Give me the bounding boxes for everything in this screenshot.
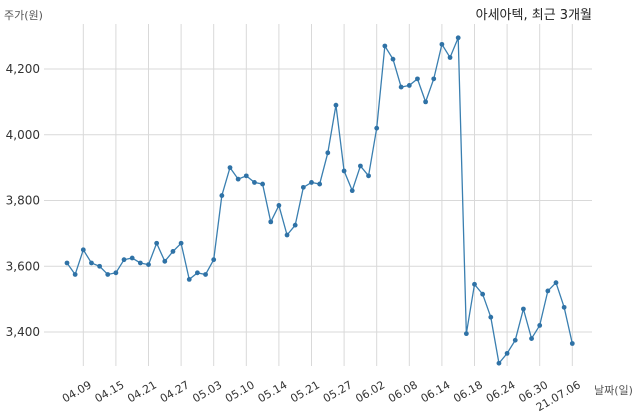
data-point <box>121 257 127 263</box>
axes: 3,400 3,600 3,800 4,000 4,200 04.0904.1504.21… <box>6 62 583 414</box>
data-point <box>137 260 143 266</box>
y-tick-label: 4,000 <box>6 128 40 142</box>
data-point <box>561 304 567 310</box>
data-point <box>529 336 534 341</box>
data-point <box>415 76 420 82</box>
data-point <box>512 337 518 343</box>
data-point <box>97 263 102 269</box>
data-point <box>463 331 469 337</box>
x-tick-label: 05.21 <box>288 378 322 405</box>
data-point <box>309 180 314 185</box>
grid <box>44 24 592 366</box>
data-point <box>154 240 160 246</box>
x-tick-label: 06.24 <box>484 378 518 405</box>
data-point <box>113 270 119 276</box>
data-point <box>300 184 306 190</box>
data-point <box>170 249 176 254</box>
data-point <box>243 173 249 179</box>
data-point <box>178 240 184 246</box>
x-tick-label: 06.14 <box>419 378 453 405</box>
data-point <box>211 257 217 263</box>
y-tick-label: 4,200 <box>6 62 40 76</box>
data-point <box>325 150 331 156</box>
x-tick-label: 04.27 <box>158 378 192 405</box>
data-point <box>358 163 363 169</box>
data-point <box>423 99 428 105</box>
data-point <box>284 232 290 238</box>
data-point <box>260 181 265 187</box>
data-point <box>537 323 543 328</box>
chart-title: 아세아텍, 최근 3개월 <box>476 8 592 23</box>
x-tick-label: 05.03 <box>190 378 224 405</box>
x-tick-label: 04.09 <box>60 378 94 405</box>
x-tick-label: 04.15 <box>93 378 127 405</box>
data-point <box>105 272 111 277</box>
data-point <box>195 270 200 276</box>
data-point <box>129 255 135 261</box>
data-point <box>235 176 241 182</box>
x-tick-label: 06.18 <box>451 378 485 405</box>
y-tick-label: 3,400 <box>6 325 40 339</box>
series <box>64 35 575 366</box>
data-point <box>186 277 192 282</box>
x-tick-label: 05.27 <box>321 378 355 405</box>
data-point <box>521 306 526 312</box>
data-point <box>80 247 86 253</box>
data-point <box>349 188 355 194</box>
data-point <box>203 272 208 277</box>
data-point <box>366 173 371 179</box>
data-point <box>72 272 78 277</box>
data-point <box>292 222 298 228</box>
data-point <box>504 350 510 356</box>
data-point <box>268 219 274 225</box>
data-point <box>382 43 388 49</box>
data-point <box>406 83 412 88</box>
data-point <box>390 56 396 62</box>
y-tick-label: 3,800 <box>6 194 40 208</box>
data-point <box>374 125 380 131</box>
data-point <box>252 180 257 185</box>
x-tick-label: 04.21 <box>125 378 159 405</box>
data-point <box>480 291 486 297</box>
x-tick-label: 05.14 <box>256 378 290 405</box>
data-point <box>89 260 94 266</box>
y-axis-title: 주가(원) <box>4 9 43 22</box>
data-point <box>341 168 347 174</box>
data-point <box>398 84 404 90</box>
data-point <box>488 314 494 320</box>
data-point <box>146 262 151 268</box>
data-point <box>496 360 502 366</box>
data-point <box>455 35 461 41</box>
data-point <box>64 260 70 266</box>
data-point <box>545 288 551 294</box>
data-point <box>553 280 559 286</box>
data-point <box>162 258 168 264</box>
data-point <box>447 55 453 60</box>
data-point <box>219 193 225 198</box>
data-point <box>439 41 445 47</box>
data-point <box>569 341 575 346</box>
data-point <box>431 76 437 82</box>
y-tick-label: 3,600 <box>6 259 40 273</box>
data-point <box>333 102 339 108</box>
data-point <box>317 181 323 187</box>
x-tick-label: 06.08 <box>386 378 420 405</box>
x-axis-title: 날짜(일) <box>594 383 633 397</box>
x-tick-label: 06.02 <box>353 378 387 405</box>
data-point <box>227 165 233 171</box>
x-tick-label: 05.10 <box>223 378 257 405</box>
data-point <box>472 281 477 287</box>
data-point <box>276 203 282 208</box>
